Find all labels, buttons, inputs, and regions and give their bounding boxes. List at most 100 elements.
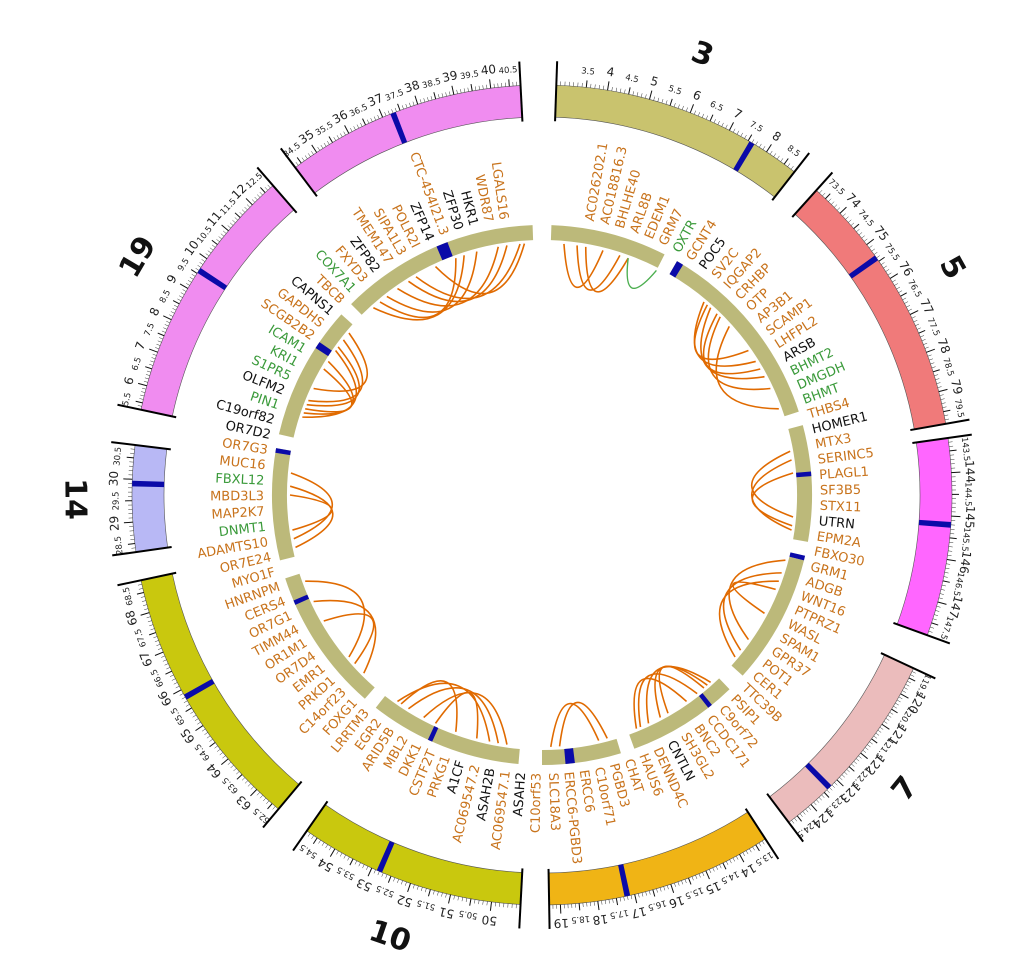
minor-tick bbox=[449, 92, 450, 96]
major-tick bbox=[825, 194, 830, 199]
minor-tick bbox=[637, 92, 638, 96]
minor-tick bbox=[883, 266, 886, 268]
minor-tick bbox=[792, 820, 794, 823]
minor-tick bbox=[192, 274, 195, 276]
minor-tick bbox=[800, 814, 803, 817]
tick-label: 62.5 bbox=[251, 805, 272, 825]
major-tick bbox=[449, 895, 451, 904]
tick-label: 35.5 bbox=[314, 120, 335, 138]
major-tick bbox=[141, 613, 150, 616]
minor-tick bbox=[935, 379, 939, 380]
major-tick bbox=[797, 816, 801, 821]
minor-tick bbox=[479, 900, 480, 904]
minor-tick bbox=[319, 840, 321, 843]
major-tick bbox=[246, 198, 252, 204]
major-tick bbox=[879, 257, 885, 261]
minor-tick bbox=[417, 886, 418, 890]
major-tick bbox=[947, 559, 956, 560]
highlight-band bbox=[132, 481, 164, 487]
minor-tick bbox=[945, 419, 949, 420]
minor-tick bbox=[908, 309, 912, 311]
minor-tick bbox=[594, 902, 595, 906]
minor-tick bbox=[454, 896, 455, 900]
minor-tick bbox=[834, 205, 837, 208]
tick-label: 51.5 bbox=[416, 897, 437, 912]
minor-tick bbox=[858, 756, 861, 759]
minor-tick bbox=[438, 94, 439, 98]
major-tick bbox=[933, 370, 940, 372]
major-tick bbox=[919, 330, 925, 333]
minor-tick bbox=[424, 98, 425, 102]
minor-tick bbox=[702, 114, 704, 118]
link-arc bbox=[586, 247, 628, 292]
major-tick bbox=[155, 652, 163, 655]
major-tick bbox=[598, 901, 599, 910]
minor-tick bbox=[329, 847, 331, 850]
minor-tick bbox=[397, 879, 398, 883]
minor-tick bbox=[466, 898, 467, 902]
major-tick bbox=[165, 671, 171, 674]
tick-label: 17.5 bbox=[609, 907, 629, 920]
minor-tick bbox=[311, 836, 313, 839]
inner-highlight bbox=[564, 748, 575, 764]
tick-label: 7 bbox=[132, 340, 148, 352]
minor-tick bbox=[662, 99, 663, 103]
minor-tick bbox=[905, 302, 909, 304]
gene-label: SLC18A3 bbox=[545, 773, 562, 832]
minor-tick bbox=[176, 686, 180, 688]
tick-label: 37.5 bbox=[384, 88, 405, 104]
minor-tick bbox=[948, 551, 952, 552]
minor-tick bbox=[613, 899, 614, 903]
major-tick bbox=[723, 863, 726, 869]
minor-tick bbox=[152, 357, 156, 358]
major-tick bbox=[250, 789, 256, 795]
tick-label: 67.5 bbox=[133, 627, 149, 648]
major-tick bbox=[872, 739, 878, 743]
link-arcs bbox=[290, 244, 793, 747]
tick-label: 53 bbox=[354, 875, 374, 894]
gene-label: SF3B5 bbox=[820, 483, 861, 499]
minor-tick bbox=[139, 588, 143, 589]
minor-tick bbox=[832, 785, 835, 788]
chromosome-label-10: 10 bbox=[365, 913, 416, 960]
minor-tick bbox=[942, 403, 946, 404]
major-tick bbox=[196, 726, 203, 731]
minor-tick bbox=[752, 139, 754, 142]
tick-label: 145.5 bbox=[959, 527, 971, 552]
minor-tick bbox=[388, 111, 389, 115]
minor-tick bbox=[756, 142, 758, 145]
minor-tick bbox=[446, 894, 447, 898]
major-tick bbox=[398, 104, 400, 111]
inner-track-segment bbox=[542, 739, 621, 765]
minor-tick bbox=[759, 144, 761, 147]
minor-tick bbox=[147, 371, 151, 372]
major-tick bbox=[653, 890, 655, 897]
minor-tick bbox=[854, 761, 857, 764]
minor-tick bbox=[745, 135, 747, 138]
minor-tick bbox=[893, 706, 896, 708]
tick-label: 15.5 bbox=[683, 884, 704, 900]
minor-tick bbox=[939, 598, 943, 599]
tick-label: 54.5 bbox=[298, 841, 319, 860]
tick-label: 8.5 bbox=[785, 144, 802, 160]
major-tick bbox=[490, 902, 491, 911]
minor-tick bbox=[220, 752, 223, 755]
minor-tick bbox=[949, 547, 953, 548]
minor-tick bbox=[777, 156, 779, 159]
minor-tick bbox=[161, 656, 165, 658]
minor-tick bbox=[774, 153, 776, 156]
minor-tick bbox=[153, 636, 157, 637]
minor-tick bbox=[210, 248, 213, 250]
minor-tick bbox=[255, 197, 258, 200]
minor-tick bbox=[260, 192, 263, 195]
major-tick bbox=[849, 767, 854, 772]
minor-tick bbox=[923, 343, 927, 344]
minor-tick bbox=[698, 112, 700, 116]
minor-tick bbox=[165, 664, 169, 666]
major-tick bbox=[312, 145, 317, 153]
tick-label: 39 bbox=[441, 68, 459, 85]
major-tick bbox=[608, 81, 609, 90]
minor-tick bbox=[922, 339, 926, 341]
tick-label: 16.5 bbox=[647, 897, 668, 912]
minor-tick bbox=[709, 869, 711, 873]
